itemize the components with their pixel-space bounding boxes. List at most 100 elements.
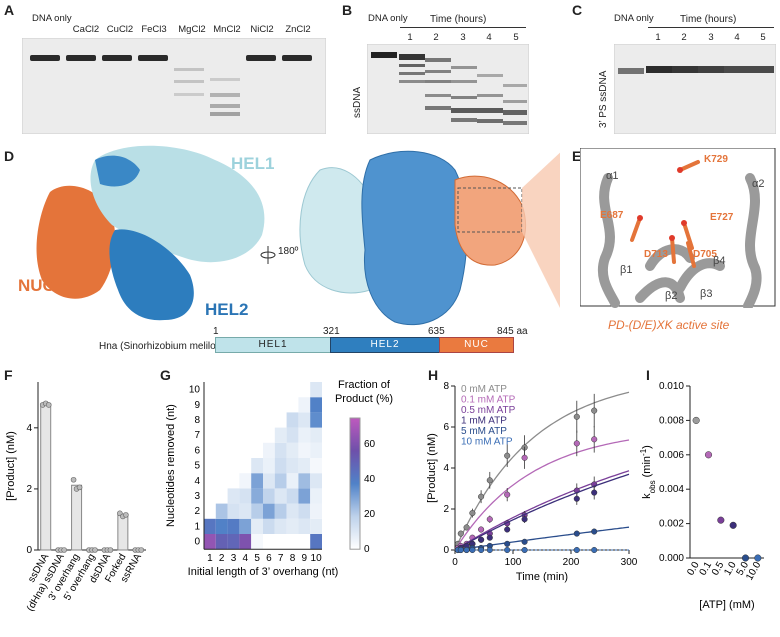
heatmap-cell [239,503,252,519]
heatmap-cell [263,442,275,458]
heatmap-cell [310,518,322,534]
heatmap-cell [286,458,299,474]
data-point [591,489,598,496]
y-axis-label: Nucleotides removed (nt) [165,404,177,527]
data-point [457,546,464,554]
panel-label-g: G [160,367,171,383]
heatmap-cell [215,503,228,519]
heatmap-cell [204,518,216,534]
heatmap-cell [298,534,311,550]
colorbar-title-line1: Fraction of [338,379,391,391]
time-label-c-4: 4 [734,32,740,43]
heatmap-cell [215,518,228,534]
data-point [521,538,528,545]
y-tick-label: 6 [443,422,449,433]
side-label-b: ssDNA [352,86,363,118]
data-point [504,546,511,554]
panel-label-d: D [4,148,15,164]
x-tick-label: 8 [290,553,296,564]
data-point [591,528,598,535]
data-point [61,547,67,553]
y-tick-label: 0.000 [659,553,684,564]
legend-entry: 1 mM ATP [461,416,507,427]
heatmap-cell [263,518,275,534]
heatmap-cell [239,488,252,504]
x-tick-label: 10 [311,553,323,564]
heatmap-cell [274,458,287,474]
panel-label-h: H [428,367,439,383]
heatmap-cell [310,503,322,519]
protein-label: Hna (Sinorhizobium meliloti) [99,341,225,352]
heatmap-cell [251,473,263,489]
heatmap-cell [274,473,287,489]
y-tick-label: 2 [194,506,200,517]
data-point [729,521,737,529]
heatmap-cell [286,503,299,519]
lane-label-dna-only-b: DNA only [368,13,408,24]
legend-entry: 10 mM ATP [461,437,513,448]
time-label-b-3: 3 [460,32,466,43]
data-point [591,546,598,554]
lane-label-dna-only-c: DNA only [614,13,654,24]
panel-label-c: C [572,2,583,18]
data-point [521,516,528,523]
heatmap-cell [204,534,216,550]
data-point [692,416,700,424]
time-header-c: Time (hours) [680,14,737,25]
time-label-c-5: 5 [760,32,766,43]
lane-label-dna-only: DNA only [32,13,72,24]
x-tick-label: 300 [621,557,638,568]
bar [40,403,52,551]
y-axis-label: [Product] (nM) [426,433,438,503]
x-tick-label: 4 [243,553,249,564]
elem-alpha1: α1 [606,170,619,182]
y-axis-label-part: -1 [640,448,648,456]
data-point [573,546,580,554]
y-tick-label: 2 [26,484,32,495]
x-tick-label: 7 [278,553,284,564]
y-axis-label-part: obs [648,480,657,493]
gel-c [614,44,776,134]
heatmap-cell [286,534,299,550]
y-tick-label: 1 [194,521,200,532]
time-label-b-4: 4 [486,32,492,43]
time-label-c-3: 3 [708,32,714,43]
fit-curve [454,526,630,551]
y-tick-label: 0 [443,545,449,556]
x-axis-label: [ATP] (mM) [699,599,754,611]
elem-alpha2: α2 [752,178,765,190]
y-tick-label: 0.008 [659,415,684,426]
colorbar-tick-label: 40 [364,474,376,485]
data-point [478,493,485,500]
data-point [573,495,580,502]
heatmap-cell [227,518,240,534]
nuc-label: NUC [18,276,55,295]
x-axis-label: Time (min) [516,571,568,583]
heatmap-cell [298,458,311,474]
legend-entry: 0 mM ATP [461,384,507,395]
panel-label-f: F [4,367,13,383]
panel-label-i: I [646,367,650,383]
colorbar-tick-label: 0 [364,544,370,555]
domain-bar-nuc: NUC [439,337,514,353]
panel-label-a: A [4,2,15,18]
heatmap-cell [310,442,322,458]
y-tick-label: 4 [194,476,200,487]
y-tick-label: 2 [443,504,449,515]
data-point [478,546,485,554]
heatmap-cell [263,458,275,474]
x-axis-label: Initial length of 3’ overhang (nt) [188,566,339,578]
time-label-c-2: 2 [681,32,687,43]
heatmap-cell [274,503,287,519]
chart-i: 0.000 0.002 0.004 0.006 0.008 0.010 kobs (min-… [640,381,764,611]
y-tick-label: 0.004 [659,484,684,495]
y-tick-label: 9 [194,400,200,411]
heatmap-cell [298,488,311,504]
panel-label-b: B [342,2,353,18]
data-point [741,554,750,562]
legend-entry: 5 mM ATP [461,426,507,437]
rotation-label: 180º [278,246,299,257]
elem-beta1: β1 [620,264,633,276]
density-map [36,145,265,321]
